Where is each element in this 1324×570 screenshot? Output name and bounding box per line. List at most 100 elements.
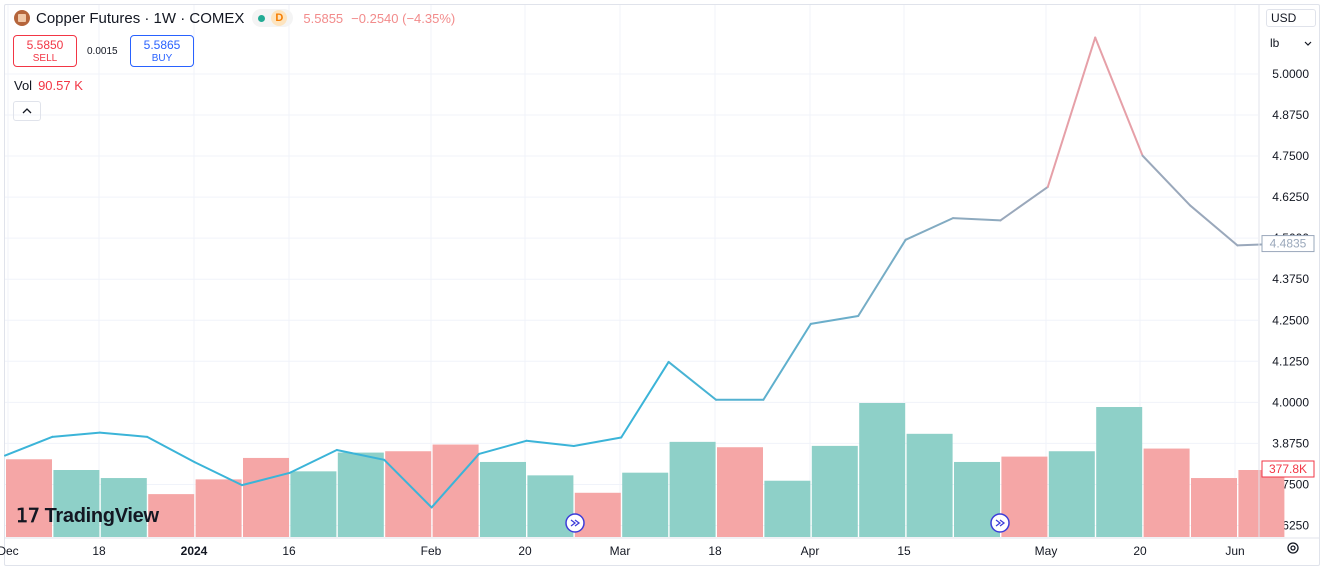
- volume-bar: [385, 451, 432, 537]
- price-line-segment: [430, 452, 480, 509]
- price-line-segment: [4, 435, 54, 457]
- y-tick-label: 5.0000: [1272, 67, 1309, 81]
- volume-bar: [811, 445, 858, 537]
- tradingview-logo[interactable]: 𝟣𝟩 TradingView: [16, 505, 159, 528]
- chart-frame: [4, 4, 1320, 566]
- tradingview-mark-icon: 𝟣𝟩: [16, 506, 40, 527]
- volume-axis-badge: [1261, 460, 1315, 478]
- y-tick-label: 4.8750: [1272, 108, 1309, 122]
- price-line-segment: [383, 458, 433, 509]
- event-arrow-icon: [995, 519, 1006, 527]
- volume-label: Vol: [14, 78, 33, 93]
- volume-bar: [480, 461, 526, 537]
- price-line-segment: [1189, 204, 1239, 247]
- price-line-segment: [1094, 36, 1144, 157]
- volume-bar: [717, 447, 763, 537]
- y-tick-label: 4.0000: [1272, 395, 1309, 409]
- volume-bar: [100, 478, 147, 537]
- currency-value: USD: [1271, 11, 1297, 25]
- price-line-segment: [620, 360, 670, 439]
- last-price: 5.5855: [303, 10, 344, 26]
- volume-bar: [669, 441, 716, 537]
- sell-price: 5.5850: [26, 38, 64, 52]
- volume-bar: [195, 479, 242, 537]
- volume-bar: [337, 452, 384, 537]
- volume-bar: [859, 403, 906, 537]
- x-tick-label: 18: [92, 544, 106, 558]
- price-line-segment: [1046, 36, 1097, 188]
- volume-bar: [527, 475, 574, 537]
- volume-legend: Vol 90.57 K: [14, 78, 83, 93]
- unit-value: lb: [1270, 36, 1280, 50]
- chevron-up-icon: [22, 108, 32, 114]
- volume-bar: [53, 470, 100, 537]
- x-tick-label: Apr: [801, 544, 820, 558]
- unit-dropdown[interactable]: lb: [1266, 34, 1316, 52]
- sell-button[interactable]: 5.5850 SELL: [13, 35, 77, 67]
- price-line-segment: [241, 471, 291, 487]
- currency-dropdown[interactable]: USD: [1266, 9, 1316, 27]
- price-axis-label: 4.4835: [1270, 237, 1307, 251]
- price-line-segment: [98, 431, 149, 438]
- volume-bar: [432, 444, 479, 537]
- x-tick-label: 20: [1133, 544, 1147, 558]
- x-tick-label: Feb: [421, 544, 442, 558]
- market-open-dot-icon: [258, 14, 266, 22]
- price-line-segment: [51, 431, 101, 438]
- delayed-data-badge: D: [271, 10, 288, 26]
- price-line-segment: [572, 436, 623, 448]
- volume-bar: [1191, 478, 1237, 537]
- volume-bar: [574, 492, 621, 537]
- y-tick-label: 3.8750: [1272, 436, 1309, 450]
- chart-legend: Copper Futures · 1W · COMEX D 5.5855 −0.…: [14, 9, 455, 27]
- volume-axis-label: 377.8K: [1269, 462, 1307, 476]
- price-line-segment: [288, 448, 338, 474]
- x-tick-label: 20: [518, 544, 532, 558]
- price-line-segment: [667, 360, 717, 401]
- buy-price: 5.5865: [143, 38, 181, 52]
- event-arrow-icon: [570, 519, 581, 527]
- y-tick-label: 4.7500: [1272, 149, 1309, 163]
- price-line-segment: [1141, 154, 1191, 207]
- chart-settings-button[interactable]: [1286, 541, 1300, 559]
- price-line-segment: [525, 439, 575, 448]
- volume-bar: [148, 494, 195, 537]
- x-tick-label: 18: [708, 544, 722, 558]
- buy-button[interactable]: 5.5865 BUY: [130, 35, 194, 67]
- volume-value: 90.57 K: [38, 78, 83, 93]
- volume-bar: [906, 433, 953, 537]
- volume-bar: [6, 459, 52, 537]
- x-tick-label: Jun: [1225, 544, 1244, 558]
- y-tick-label: 4.3750: [1272, 272, 1309, 286]
- x-tick-label: Mar: [610, 544, 631, 558]
- volume-bar: [243, 457, 289, 537]
- collapse-legend-button[interactable]: [13, 101, 41, 121]
- volume-bar: [1238, 470, 1285, 537]
- price-line-segment: [857, 238, 907, 317]
- market-status-pill[interactable]: D: [252, 9, 294, 27]
- brand-name: TradingView: [44, 505, 159, 527]
- volume-bar: [1143, 448, 1190, 537]
- copper-symbol-icon: [14, 10, 30, 26]
- x-tick-label: 16: [282, 544, 296, 558]
- price-line-segment: [809, 314, 860, 325]
- spread-value: 0.0015: [87, 46, 118, 57]
- volume-bar: [622, 472, 669, 537]
- x-tick-label: May: [1035, 544, 1058, 558]
- price-line-segment: [146, 435, 196, 464]
- price-line-segment: [999, 185, 1049, 222]
- x-tick-label: Dec: [0, 544, 19, 558]
- price-change: −0.2540 (−4.35%): [351, 10, 456, 26]
- price-line-segment: [952, 217, 1002, 222]
- symbol-title[interactable]: Copper Futures · 1W · COMEX: [36, 9, 245, 27]
- buy-label: BUY: [151, 53, 173, 64]
- price-line-segment: [762, 322, 812, 401]
- gear-icon: [1287, 542, 1299, 554]
- volume-bar: [1096, 407, 1143, 537]
- volume-bar: [290, 471, 337, 537]
- price-line-segment: [478, 439, 528, 455]
- volume-bar: [764, 480, 811, 537]
- price-line-segment: [904, 217, 954, 241]
- y-tick-label: 4.1250: [1272, 354, 1309, 368]
